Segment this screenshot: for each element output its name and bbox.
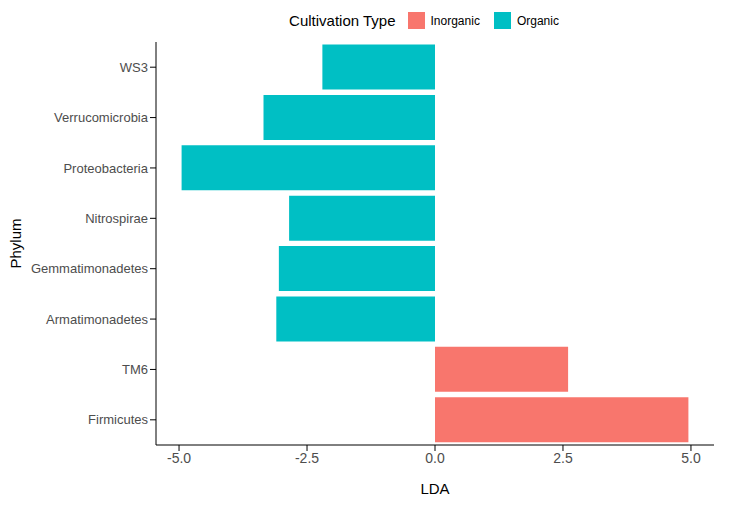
svg-text:Armatimonadetes: Armatimonadetes xyxy=(46,312,148,327)
svg-text:Firmicutes: Firmicutes xyxy=(88,412,148,427)
html-text:Organic: Organic xyxy=(516,13,559,28)
svg-text:-5.0: -5.0 xyxy=(167,450,191,466)
svg-text:Phylum: Phylum xyxy=(8,218,24,268)
html-text:Inorganic: Inorganic xyxy=(430,13,480,28)
svg-text:-2.5: -2.5 xyxy=(295,450,319,466)
svg-text:Proteobacteria: Proteobacteria xyxy=(63,161,148,176)
svg-text:TM6: TM6 xyxy=(122,362,148,377)
svg-text:Nitrospirae: Nitrospirae xyxy=(85,211,148,226)
html-text:Cultivation Type: Cultivation Type xyxy=(289,12,396,29)
svg-text:2.5: 2.5 xyxy=(553,450,573,466)
svg-text:0.0: 0.0 xyxy=(425,450,445,466)
svg-text:5.0: 5.0 xyxy=(681,450,701,466)
svg-text:Verrucomicrobia: Verrucomicrobia xyxy=(54,110,149,125)
svg-text:LDA: LDA xyxy=(420,480,449,497)
svg-text:WS3: WS3 xyxy=(120,60,148,75)
svg-text:Gemmatimonadetes: Gemmatimonadetes xyxy=(31,261,149,276)
